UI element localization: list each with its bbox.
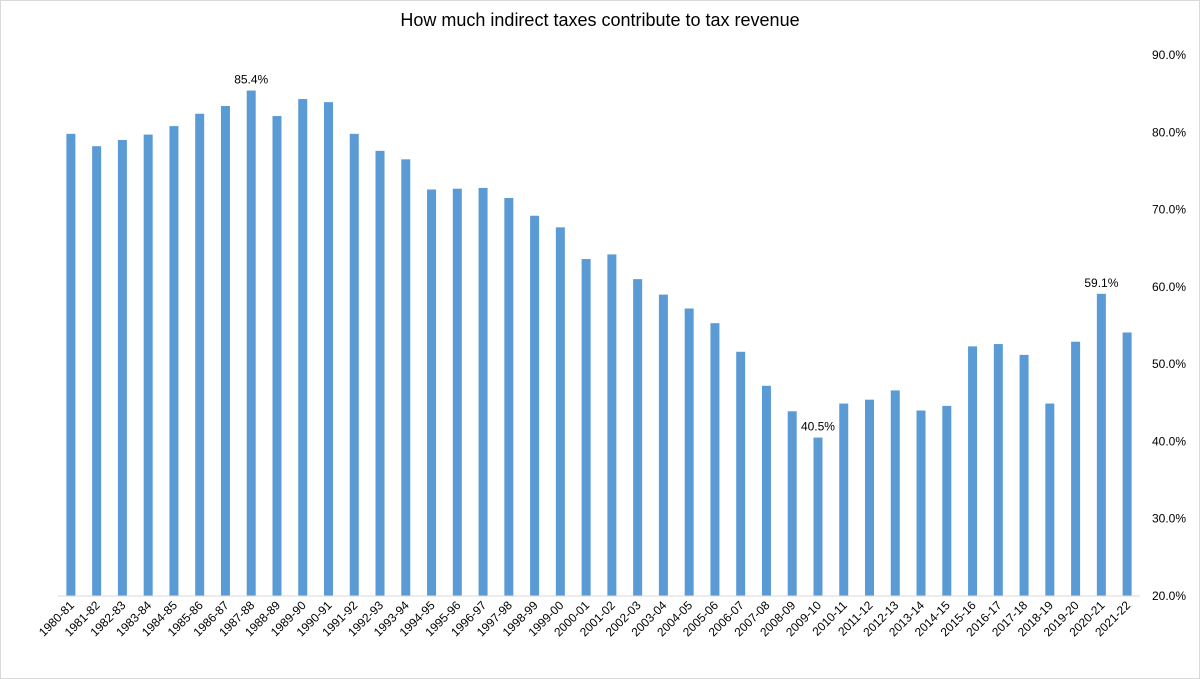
y-axis-ticks: 20.0% 30.0% 40.0% 50.0% 60.0% 70.0% 80.0% 90.0% [1152, 48, 1186, 603]
bar-1984-85 [169, 126, 179, 596]
bar-2005-06 [710, 323, 720, 596]
y-tick-label: 90.0% [1152, 48, 1186, 62]
bar-1981-82 [92, 146, 102, 596]
bar-2009-10 [813, 437, 823, 596]
data-labels-group: 85.4% 40.5% 59.1% [234, 73, 1119, 434]
bar-2010-11 [839, 403, 849, 596]
bar-2014-15 [942, 405, 952, 596]
bar-2000-01 [581, 259, 591, 596]
y-tick-label: 30.0% [1152, 512, 1186, 526]
bar-1980-81 [66, 133, 76, 596]
bar-2006-07 [736, 351, 746, 596]
bar-1985-86 [195, 113, 205, 597]
bar-2002-03 [633, 279, 643, 596]
bar-1991-92 [349, 133, 359, 596]
x-axis-ticks: 1980-811981-821982-831983-841984-851985-… [36, 598, 1134, 639]
bar-2003-04 [658, 294, 668, 596]
bar-2013-14 [916, 410, 926, 596]
y-tick-label: 40.0% [1152, 434, 1186, 448]
bar-2017-18 [1019, 354, 1029, 596]
y-tick-label: 20.0% [1152, 589, 1186, 603]
bar-1983-84 [143, 134, 153, 596]
y-tick-label: 50.0% [1152, 357, 1186, 371]
y-tick-label: 60.0% [1152, 280, 1186, 294]
bars-group [66, 90, 1132, 597]
data-label-1987-88: 85.4% [234, 73, 268, 87]
bar-2020-21 [1096, 293, 1106, 596]
bar-2012-13 [890, 390, 900, 596]
bar-1998-99 [530, 215, 540, 596]
chart-title: How much indirect taxes contribute to ta… [400, 10, 800, 30]
bar-1986-87 [220, 106, 230, 596]
bar-2004-05 [684, 308, 694, 596]
bar-1987-88 [246, 90, 256, 597]
bar-2015-16 [968, 346, 978, 596]
bar-1995-96 [452, 188, 462, 596]
bar-2019-20 [1071, 341, 1081, 596]
data-label-2020-21: 59.1% [1084, 276, 1118, 290]
bar-1982-83 [117, 140, 127, 596]
data-label-2009-10: 40.5% [801, 420, 835, 434]
bar-1997-98 [504, 197, 514, 597]
bar-1996-97 [478, 187, 488, 596]
bar-1988-89 [272, 116, 282, 596]
bar-1999-00 [555, 227, 565, 596]
y-tick-label: 70.0% [1152, 203, 1186, 217]
bar-2021-22 [1122, 332, 1132, 596]
bar-1992-93 [375, 150, 385, 596]
bar-1990-91 [324, 102, 333, 596]
bar-2001-02 [607, 254, 617, 596]
bar-2007-08 [761, 385, 771, 596]
bar-2016-17 [993, 344, 1003, 596]
bar-1993-94 [401, 159, 411, 596]
bar-2011-12 [865, 399, 874, 596]
y-tick-label: 80.0% [1152, 125, 1186, 139]
bar-2008-09 [787, 411, 797, 596]
bar-2018-19 [1045, 403, 1055, 596]
bar-1994-95 [427, 189, 437, 597]
bar-1989-90 [298, 99, 308, 597]
